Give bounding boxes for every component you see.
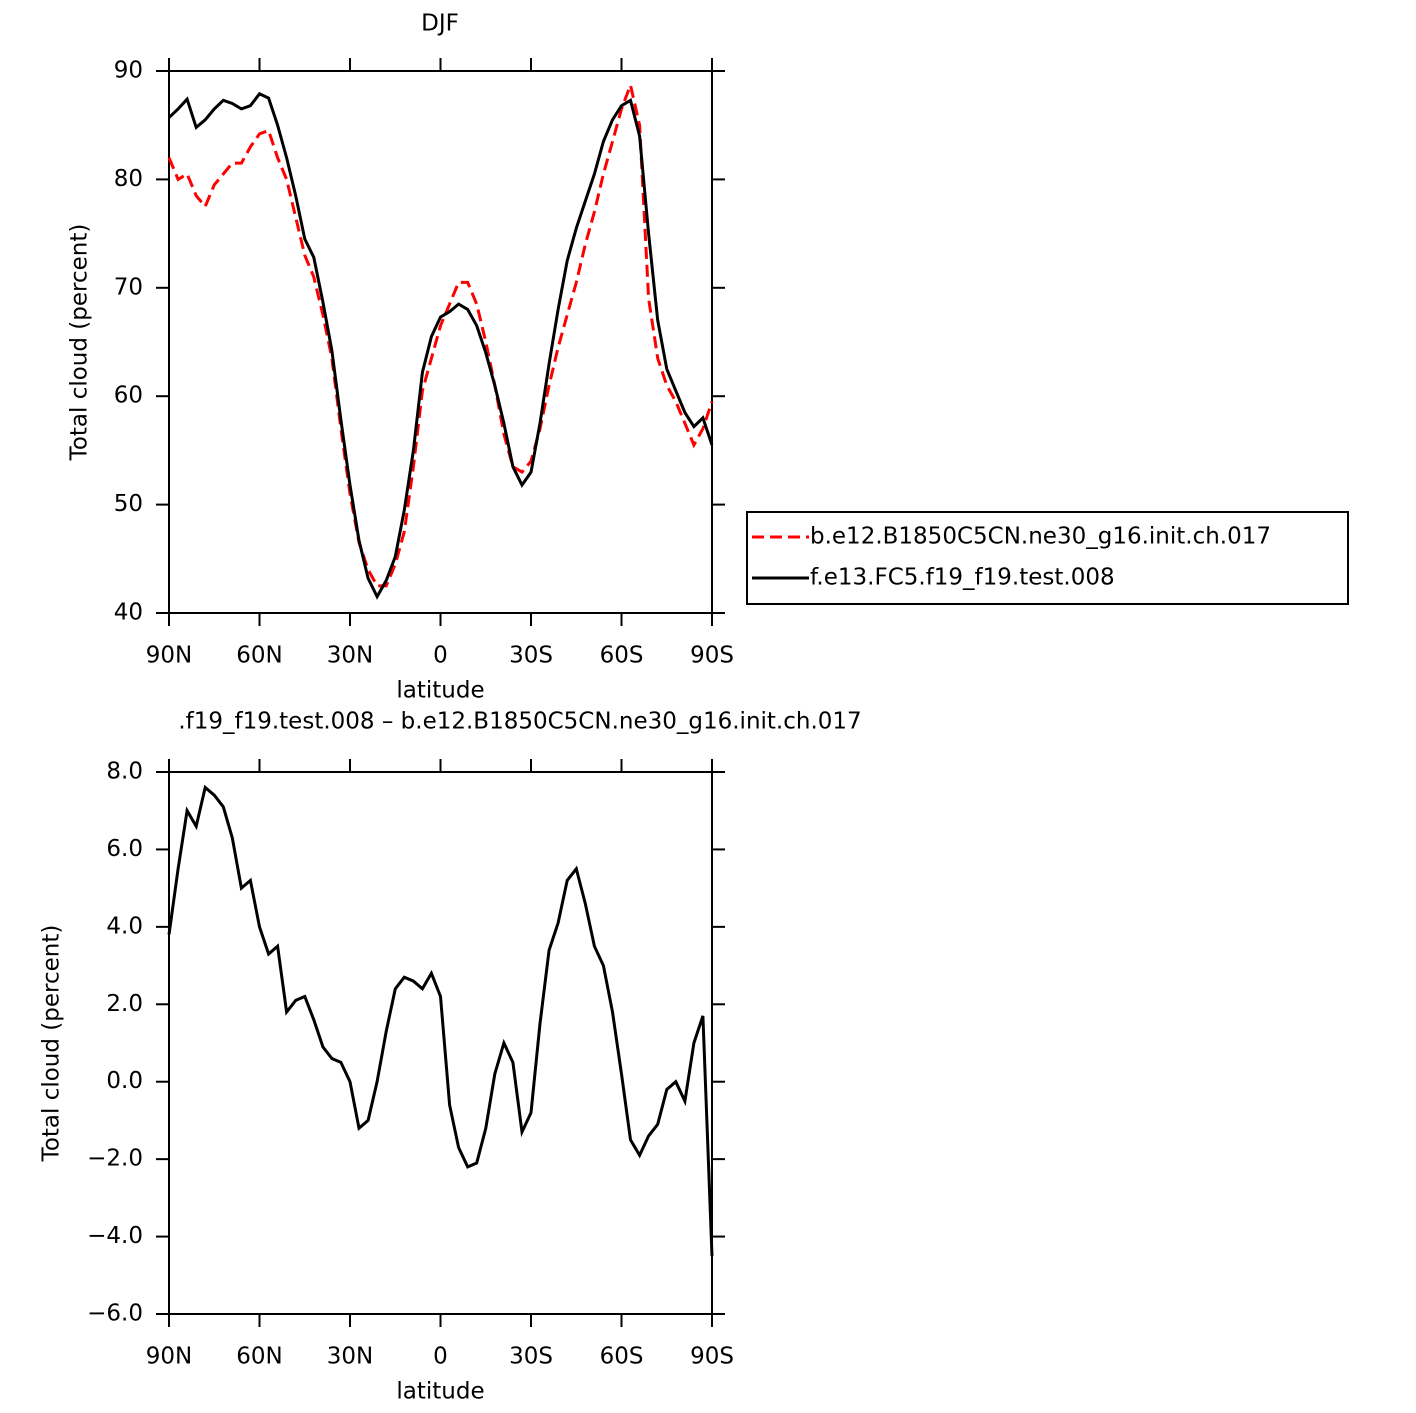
x-tick-label: 60S — [600, 1344, 644, 1370]
x-axis-label: latitude — [396, 678, 484, 704]
legend-label: b.e12.B1850C5CN.ne30_g16.init.ch.017 — [810, 524, 1271, 550]
y-tick-label: 60 — [114, 383, 143, 409]
x-tick-label: 60N — [236, 643, 282, 669]
x-tick-label: 90S — [690, 643, 734, 669]
x-tick-label: 90N — [146, 1344, 192, 1370]
data-line — [167, 91, 714, 600]
plot-frame — [168, 70, 713, 614]
data-line — [167, 79, 714, 588]
y-tick-label: 90 — [114, 58, 143, 84]
y-tick-label: 0.0 — [106, 1068, 143, 1094]
legend-label: f.e13.FC5.f19_f19.test.008 — [810, 565, 1115, 591]
x-tick-label: 90N — [146, 643, 192, 669]
x-tick-label: 0 — [433, 643, 448, 669]
legend-box — [746, 511, 1349, 605]
chart-title: .f19_f19.test.008 – b.e12.B1850C5CN.ne30… — [178, 709, 861, 735]
y-tick-label: 4.0 — [106, 913, 143, 939]
x-tick-label: 30S — [509, 1344, 553, 1370]
y-tick-label: 6.0 — [106, 836, 143, 862]
x-tick-label: 60S — [600, 643, 644, 669]
chart-title: DJF — [421, 11, 459, 37]
x-axis-label: latitude — [396, 1379, 484, 1405]
y-tick-label: −2.0 — [87, 1146, 143, 1172]
y-tick-label: 2.0 — [106, 991, 143, 1017]
x-tick-label: 90S — [690, 1344, 734, 1370]
plot-frame — [168, 771, 713, 1315]
x-tick-label: 30N — [327, 1344, 373, 1370]
y-tick-label: 40 — [114, 600, 143, 626]
y-tick-label: −6.0 — [87, 1301, 143, 1327]
y-tick-label: 80 — [114, 166, 143, 192]
data-line — [167, 784, 714, 1256]
x-tick-label: 0 — [433, 1344, 448, 1370]
y-axis-label: Total cloud (percent) — [67, 224, 93, 462]
x-tick-label: 60N — [236, 1344, 282, 1370]
y-tick-label: 70 — [114, 274, 143, 300]
y-tick-label: 8.0 — [106, 759, 143, 785]
x-tick-label: 30N — [327, 643, 373, 669]
y-axis-label: Total cloud (percent) — [39, 925, 65, 1163]
y-tick-label: −4.0 — [87, 1223, 143, 1249]
y-tick-label: 50 — [114, 491, 143, 517]
x-tick-label: 30S — [509, 643, 553, 669]
